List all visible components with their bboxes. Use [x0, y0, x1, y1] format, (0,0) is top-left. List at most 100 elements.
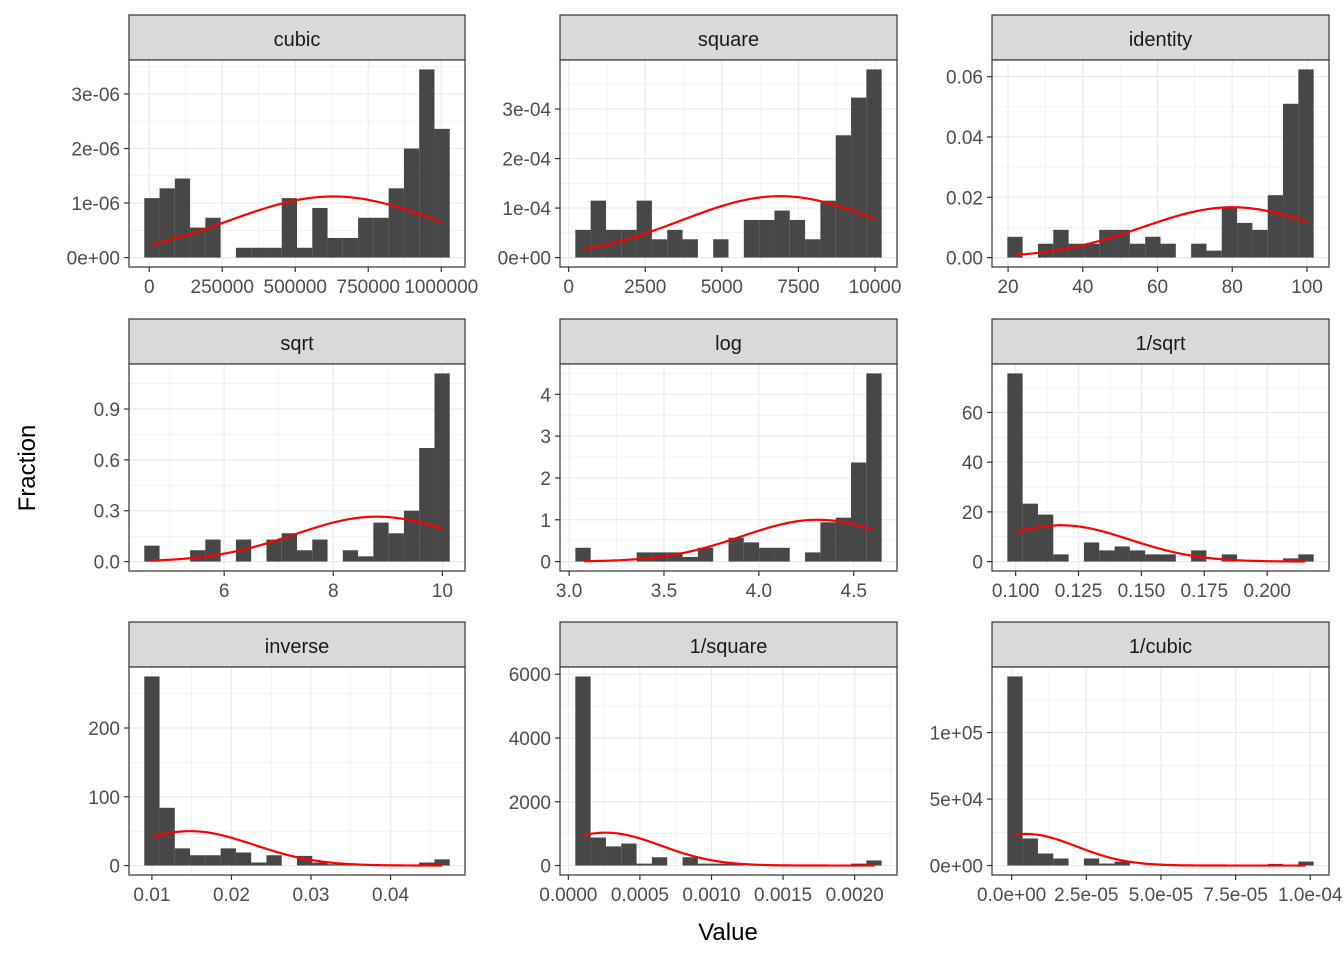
- panel-border: [559, 363, 898, 572]
- histogram-bar: [403, 148, 420, 258]
- histogram-bar: [835, 517, 852, 562]
- histogram-bar: [682, 239, 698, 258]
- x-axis-title: Value: [698, 919, 758, 946]
- y-tick-label: 2e-06: [71, 140, 120, 161]
- normal-density-curve: [583, 195, 876, 251]
- y-tick-label: 200: [88, 719, 120, 740]
- normal-density-curve: [1015, 206, 1308, 257]
- histogram-bar: [1206, 250, 1222, 258]
- x-tick-label: 1.0e-04: [1278, 885, 1343, 906]
- y-tick-label: 0e+00: [67, 249, 120, 270]
- normal-density-curve: [149, 515, 443, 562]
- facet-title: log: [715, 333, 742, 355]
- x-tick-label: 0.125: [1055, 581, 1103, 602]
- x-tick-label: 0.100: [992, 581, 1040, 602]
- histogram-bar: [434, 373, 450, 562]
- histogram-bar: [419, 69, 435, 258]
- y-tick-label: 3e-04: [502, 100, 551, 121]
- histogram-bar: [697, 547, 714, 562]
- histogram-bar: [1191, 243, 1207, 258]
- histogram-bar: [636, 863, 652, 866]
- y-tick-label: 0: [540, 553, 551, 574]
- histogram-bar: [251, 862, 267, 866]
- facet-square: square 0 2500 5000 7500 10000 0e+00 1e-04 2e-04 3…: [498, 14, 901, 298]
- histogram-bar: [312, 539, 328, 562]
- y-tick-label: 1: [540, 511, 551, 532]
- normal-density-curve: [151, 195, 442, 246]
- histogram-bar: [1145, 236, 1161, 258]
- histogram-bar: [327, 237, 343, 258]
- histogram-bar: [388, 533, 404, 562]
- facet-title: cubic: [274, 29, 321, 51]
- y-tick-label: 3e-06: [71, 85, 120, 106]
- histogram-bar: [266, 855, 282, 866]
- histogram-bar: [1053, 858, 1069, 866]
- histogram-bar: [682, 556, 698, 562]
- histogram-bar: [774, 547, 790, 562]
- histogram-bar: [159, 807, 175, 866]
- y-tick-label: 1e-06: [71, 194, 120, 215]
- histogram-bar: [281, 198, 297, 258]
- panel-border: [128, 59, 466, 268]
- x-tick-label: 2.5e-05: [1054, 885, 1118, 906]
- histogram-bar: [1083, 243, 1100, 258]
- facet-1inv-cubic: 1/cubic 0.0e+00 2.5e-05 5.0e-05 7.5e-05 1.0e-…: [930, 621, 1343, 906]
- histogram-bar: [851, 462, 867, 562]
- y-tick-label: 0: [109, 857, 120, 878]
- y-tick-label: 0e+00: [498, 249, 551, 270]
- histogram-bar: [190, 855, 206, 866]
- histogram-bar: [1037, 853, 1054, 866]
- histogram-bar: [805, 239, 821, 258]
- y-tick-label: 5e+04: [930, 790, 984, 811]
- histogram-bar: [759, 219, 775, 258]
- panel-border: [559, 666, 898, 876]
- y-tick-label: 6000: [509, 665, 551, 686]
- histogram-bar: [342, 550, 359, 562]
- x-tick-label: 250000: [191, 277, 254, 298]
- facet-strip: [128, 318, 466, 365]
- histogram-bar: [220, 848, 236, 866]
- y-tick-label: 20: [962, 503, 983, 524]
- y-tick-label: 1e+05: [930, 724, 983, 745]
- x-tick-label: 0.0010: [682, 885, 740, 906]
- histogram-bar: [1283, 558, 1299, 562]
- histogram-bar: [774, 210, 790, 258]
- histogram-bar: [651, 857, 668, 866]
- x-tick-label: 0.0e+00: [977, 885, 1046, 906]
- histogram-bar: [682, 857, 698, 866]
- histogram-bar: [297, 247, 313, 258]
- histogram-bar: [266, 539, 282, 562]
- x-tick-label: 0.0020: [826, 885, 884, 906]
- histogram-bar: [144, 676, 160, 866]
- histogram-bar: [789, 219, 806, 258]
- histogram-bar: [1160, 554, 1176, 562]
- facet-title: square: [698, 29, 759, 51]
- x-tick-label: 4.0: [746, 581, 772, 602]
- facet-strip: [991, 14, 1330, 61]
- normal-density-curve: [151, 830, 443, 867]
- histogram-bar: [342, 237, 359, 258]
- histogram-bar: [1037, 243, 1054, 258]
- normal-density-curve: [1015, 524, 1305, 563]
- histogram-bar: [388, 188, 404, 258]
- x-tick-label: 40: [1072, 277, 1093, 298]
- facet-sqrt: sqrt 6 8 10 0.0 0.3 0.6 0.9: [94, 318, 466, 602]
- histogram-bar: [636, 200, 652, 258]
- x-tick-label: 6: [219, 581, 230, 602]
- histogram-bar: [235, 852, 252, 866]
- histogram-bar: [312, 207, 328, 258]
- facet-strip: [559, 318, 898, 365]
- facet-inverse: inverse 0.01 0.02 0.03 0.04 0 100 200: [88, 621, 466, 906]
- histogram-bar: [605, 846, 622, 866]
- histogram-bar: [575, 676, 591, 866]
- histogram-bar: [190, 550, 206, 562]
- x-tick-label: 10: [432, 581, 453, 602]
- histogram-bar: [1252, 229, 1268, 258]
- y-tick-label: 4: [540, 385, 551, 406]
- histogram-bar: [1083, 858, 1100, 866]
- y-tick-label: 0: [540, 857, 551, 878]
- y-tick-label: 0.3: [94, 502, 120, 523]
- y-tick-label: 0: [972, 553, 983, 574]
